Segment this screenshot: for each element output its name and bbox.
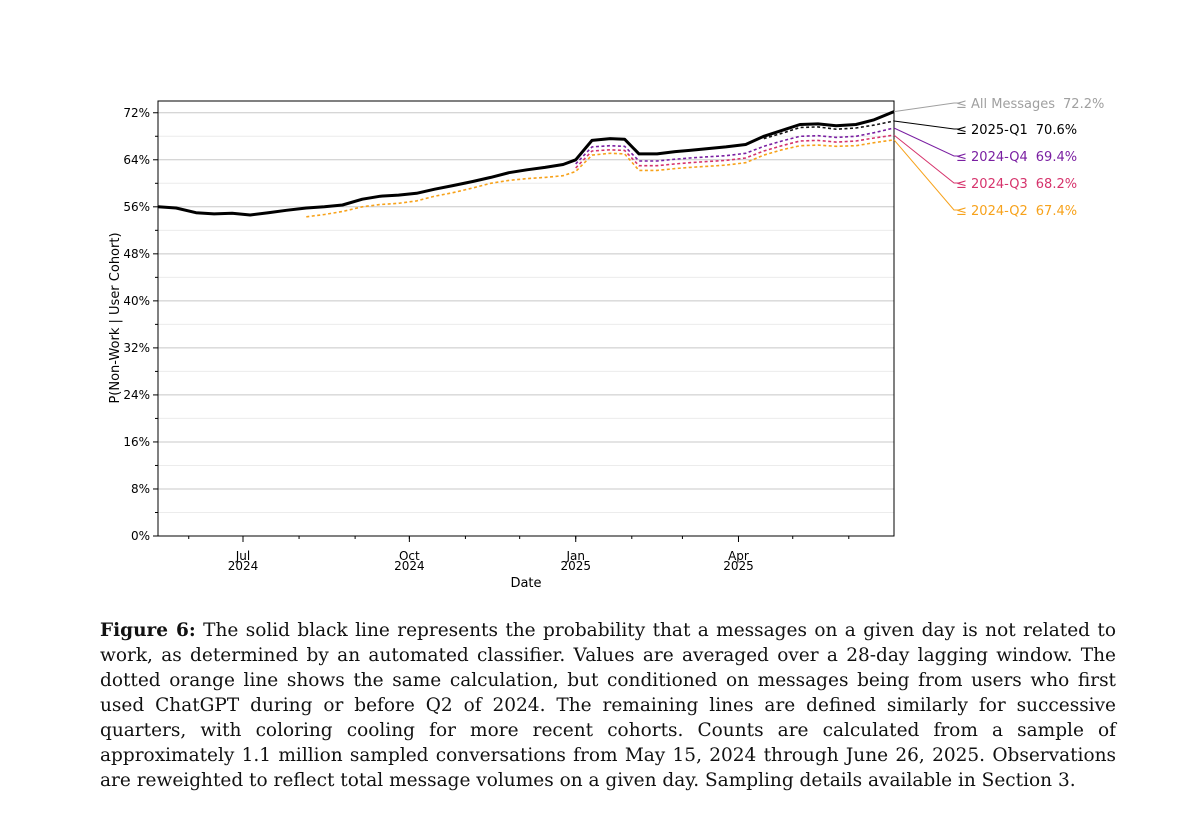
y-tick-label: 16% (123, 435, 150, 449)
series-line-2024-q2 (306, 139, 895, 218)
end-label-name: ≤ All Messages (956, 97, 1055, 112)
y-tick-label: 24% (123, 388, 150, 402)
end-label-value: 72.2% (1063, 97, 1104, 112)
x-tick-label-month: Jul (235, 549, 250, 563)
leader-line-2024-q3 (893, 134, 958, 184)
y-tick-label: 0% (131, 529, 150, 543)
y-tick-label: 8% (131, 482, 150, 496)
end-label-value: 69.4% (1036, 150, 1077, 165)
y-axis: 0% 8% 16% 24% 32% 40% 48% 56% 64% 72% (123, 106, 158, 543)
y-tick-label: 32% (123, 341, 150, 355)
end-label-all-messages: ≤ All Messages 72.2% (956, 97, 1104, 112)
series-line-2024-q4 (575, 127, 895, 165)
end-label-name: ≤ 2024-Q3 (956, 177, 1028, 192)
figure-caption: Figure 6: The solid black line represent… (100, 618, 1116, 793)
end-label-name: ≤ 2025-Q1 (956, 123, 1028, 138)
y-axis-title: P(Non-Work | User Cohort) (108, 232, 123, 403)
y-tick-label: 72% (123, 106, 150, 120)
y-tick-label: 48% (123, 247, 150, 261)
series-lines (157, 110, 895, 218)
leader-line-2024-q2 (893, 139, 958, 211)
leader-line-2024-q4 (893, 127, 958, 157)
y-tick-label: 56% (123, 200, 150, 214)
x-tick-label-year: 2024 (394, 559, 425, 573)
end-label-value: 68.2% (1036, 177, 1077, 192)
x-tick-label-year: 2025 (723, 559, 754, 573)
x-tick-label-month: Apr (728, 549, 749, 563)
caption-text: The solid black line represents the prob… (100, 620, 1116, 791)
figure-label: Figure 6: (100, 620, 196, 641)
series-line-all-messages (157, 110, 895, 217)
end-label-name: ≤ 2024-Q4 (956, 150, 1028, 165)
grid-lines (158, 112, 894, 537)
x-tick-label-year: 2024 (228, 559, 259, 573)
end-label-name: ≤ 2024-Q2 (956, 204, 1028, 219)
end-label-2024-q2: ≤ 2024-Q2 67.4% (956, 204, 1077, 219)
leader-line-2025-q1 (893, 120, 958, 130)
x-axis-title: Date (510, 576, 541, 591)
series-line-2024-q3 (575, 134, 895, 169)
x-tick-label-year: 2025 (560, 559, 591, 573)
plot-frame (157, 100, 895, 537)
end-label-value: 70.6% (1036, 123, 1077, 138)
series-line-2025-q1 (763, 120, 895, 140)
end-label-2024-q4: ≤ 2024-Q4 69.4% (956, 150, 1077, 165)
y-tick-label: 64% (123, 153, 150, 167)
end-label-value: 67.4% (1036, 204, 1077, 219)
end-label-2025-q1: ≤ 2025-Q1 70.6% (956, 123, 1077, 138)
end-labels: ≤ All Messages 72.2% ≤ 2025-Q1 70.6% ≤ 2024-… (893, 97, 1104, 219)
x-tick-label-month: Oct (399, 549, 420, 563)
leader-line-all-messages (893, 102, 958, 113)
y-tick-label: 40% (123, 294, 150, 308)
x-tick-label-month: Jan (565, 549, 585, 563)
chart: 0%8%16%24%32%40%48%56%64%72% Jul2024Oct2… (108, 97, 1104, 591)
end-label-2024-q3: ≤ 2024-Q3 68.2% (956, 177, 1077, 192)
